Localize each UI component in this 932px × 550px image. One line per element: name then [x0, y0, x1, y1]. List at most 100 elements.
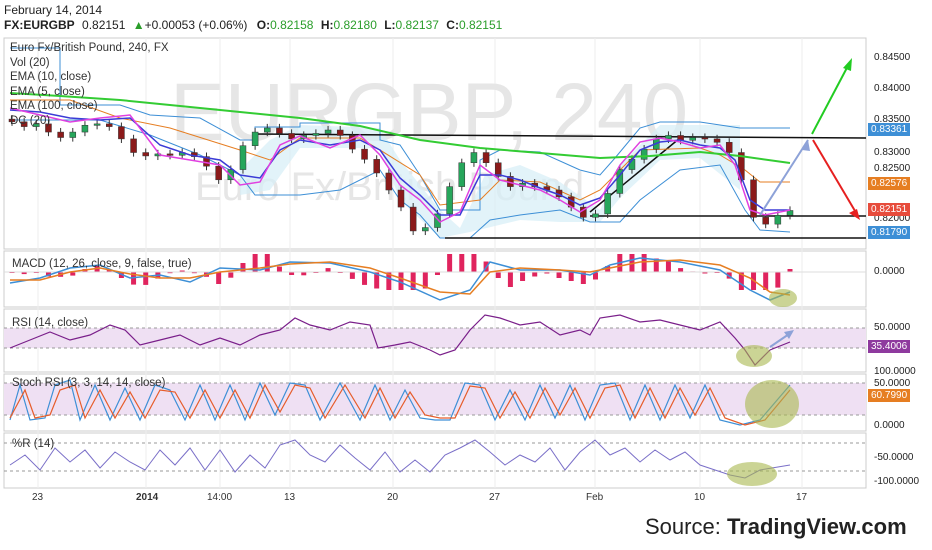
wr-legend[interactable]: %R (14)	[12, 438, 55, 450]
wr-highlight	[727, 462, 777, 486]
donchian-fill	[240, 125, 740, 238]
candle[interactable]	[239, 145, 247, 170]
dc-upper-line	[10, 47, 790, 211]
candle[interactable]	[373, 159, 380, 174]
candle[interactable]	[130, 138, 137, 153]
x-tick: Feb	[586, 492, 604, 503]
macd-bar	[264, 254, 270, 272]
candle[interactable]	[774, 215, 782, 225]
macd-bar	[216, 272, 222, 284]
candle[interactable]	[385, 172, 393, 191]
candle[interactable]	[689, 137, 696, 141]
macd-legend[interactable]: MACD (12, 26, close, 9, false, true)	[12, 258, 192, 270]
candle[interactable]	[361, 148, 368, 160]
candle[interactable]	[203, 156, 210, 167]
rsi-band	[4, 328, 866, 348]
candle[interactable]	[45, 123, 52, 133]
macd-bar	[459, 254, 465, 272]
macd-bar	[70, 272, 76, 276]
candle[interactable]	[604, 193, 611, 215]
stoch-band	[4, 383, 866, 415]
candle[interactable]	[69, 131, 77, 138]
candle[interactable]	[312, 133, 320, 136]
candle[interactable]	[446, 186, 453, 215]
projection-bear-arrow[interactable]	[812, 139, 859, 217]
macd-bar	[580, 272, 586, 284]
candle[interactable]	[713, 138, 721, 143]
candle[interactable]	[142, 152, 149, 157]
orange-channel-line	[10, 99, 790, 206]
candle[interactable]	[8, 118, 16, 123]
legend-symbol[interactable]: Euro Fx/British Pound, 240, FX	[10, 42, 169, 54]
candle[interactable]	[786, 210, 794, 216]
candle[interactable]	[422, 227, 429, 232]
candle[interactable]	[118, 126, 125, 140]
candle[interactable]	[665, 135, 672, 140]
low-label: L:	[384, 18, 396, 32]
candle[interactable]	[57, 131, 64, 138]
candle[interactable]	[482, 152, 490, 164]
source-prefix: Source:	[645, 514, 727, 539]
projection-up-arrow[interactable]	[759, 139, 809, 216]
candle[interactable]	[701, 137, 709, 140]
legend-volume[interactable]: Vol (20)	[10, 56, 50, 69]
candle[interactable]	[33, 123, 40, 127]
candle[interactable]	[276, 127, 283, 134]
candle[interactable]	[20, 121, 28, 127]
rsi-legend[interactable]: RSI (14, close)	[12, 317, 89, 329]
stoch-d-line	[9, 383, 791, 426]
legend-dc[interactable]: DC (20)	[10, 114, 51, 127]
candle[interactable]	[215, 165, 222, 181]
stoch-legend[interactable]: Stoch RSI (3, 3, 14, 14, close)	[12, 377, 166, 389]
candle[interactable]	[616, 169, 624, 194]
macd-bar	[532, 272, 538, 277]
candle[interactable]	[495, 162, 502, 177]
candle[interactable]	[81, 124, 89, 133]
candle[interactable]	[409, 206, 417, 232]
projection-bull-arrow[interactable]	[811, 61, 851, 135]
x-tick: 17	[796, 492, 808, 503]
high-label: H:	[320, 18, 334, 32]
macd-bar	[276, 266, 282, 272]
candle[interactable]	[725, 142, 733, 153]
macd-bar	[447, 254, 453, 272]
macd-bar	[362, 272, 368, 285]
x-tick: 23	[32, 492, 44, 503]
candle[interactable]	[470, 152, 478, 164]
macd-signal-line	[10, 259, 791, 296]
stoch-k-line	[9, 379, 791, 426]
candle[interactable]	[106, 123, 113, 127]
stoch-highlight	[745, 380, 799, 428]
resistance-line[interactable]	[254, 133, 867, 139]
wr-100-label: -100.0000	[874, 476, 920, 487]
candle[interactable]	[251, 131, 259, 146]
candle[interactable]	[336, 129, 344, 136]
macd-bar	[45, 272, 51, 277]
candle[interactable]	[397, 189, 405, 208]
badge-dc-upper: 0.83361	[868, 123, 911, 136]
candle[interactable]	[324, 129, 332, 134]
symbol[interactable]: FX:EURGBP	[4, 18, 75, 32]
candle[interactable]	[640, 148, 648, 160]
candle[interactable]	[592, 213, 599, 218]
candle[interactable]	[750, 179, 757, 218]
source-caption: Source: TradingView.com	[645, 514, 907, 540]
candle[interactable]	[434, 213, 441, 228]
legend-ema-100[interactable]: EMA (100, close)	[10, 100, 98, 112]
candle[interactable]	[762, 217, 769, 225]
source-brand[interactable]: TradingView.com	[726, 514, 907, 539]
candle[interactable]	[227, 169, 235, 181]
candle[interactable]	[288, 133, 295, 140]
candle[interactable]	[458, 162, 466, 187]
up-arrow-icon: ▲	[132, 18, 145, 32]
candle[interactable]	[738, 152, 745, 181]
candle[interactable]	[166, 153, 174, 156]
macd-bar	[106, 269, 112, 272]
legend-ema-5[interactable]: EMA (5, close)	[10, 85, 85, 98]
candle[interactable]	[93, 123, 101, 126]
close-label: C:	[446, 18, 459, 32]
legend-ema-10[interactable]: EMA (10, close)	[10, 71, 92, 83]
candle[interactable]	[264, 127, 271, 133]
rsi-highlight	[736, 345, 772, 367]
